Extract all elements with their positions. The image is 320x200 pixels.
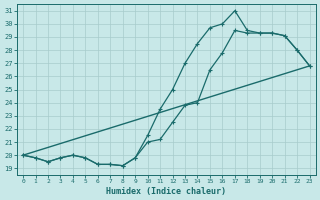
X-axis label: Humidex (Indice chaleur): Humidex (Indice chaleur) bbox=[106, 187, 226, 196]
